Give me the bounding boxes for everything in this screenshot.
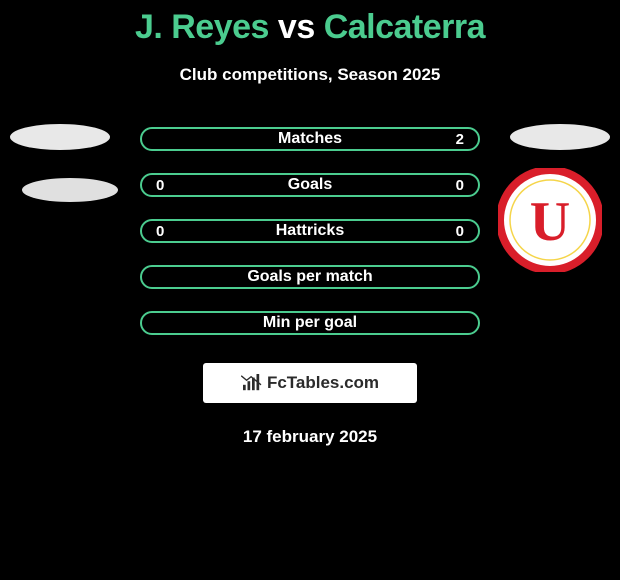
- stat-right-value: 2: [452, 131, 464, 148]
- stat-label: Hattricks: [142, 222, 478, 240]
- brand-text: FcTables.com: [267, 373, 379, 393]
- decoration-ellipse: [22, 178, 118, 202]
- stat-row: Goals per match: [140, 265, 480, 289]
- stat-row: 0 Hattricks 0: [140, 219, 480, 243]
- subtitle: Club competitions, Season 2025: [0, 65, 620, 85]
- decoration-ellipse: [510, 124, 610, 150]
- player1-name: J. Reyes: [135, 8, 269, 46]
- stat-label: Matches: [142, 130, 478, 148]
- stat-label: Goals: [142, 176, 478, 194]
- stat-row: 0 Goals 0: [140, 173, 480, 197]
- stat-left-value: 0: [156, 223, 168, 240]
- stat-right-value: 0: [452, 177, 464, 194]
- decoration-ellipse: [10, 124, 110, 150]
- stat-label: Min per goal: [142, 314, 478, 332]
- stat-row: Min per goal: [140, 311, 480, 335]
- brand-badge: FcTables.com: [203, 363, 417, 403]
- stat-label: Goals per match: [142, 268, 478, 286]
- comparison-title: J. Reyes vs Calcaterra: [0, 0, 620, 47]
- stat-right-value: 0: [452, 223, 464, 240]
- stat-left-value: 0: [156, 177, 168, 194]
- club-crest: U: [498, 168, 602, 272]
- crest-letter: U: [530, 191, 570, 253]
- player2-name: Calcaterra: [324, 8, 485, 46]
- date-label: 17 february 2025: [0, 427, 620, 447]
- stat-row: Matches 2: [140, 127, 480, 151]
- bar-chart-icon: [241, 374, 263, 392]
- vs-label: vs: [278, 8, 315, 46]
